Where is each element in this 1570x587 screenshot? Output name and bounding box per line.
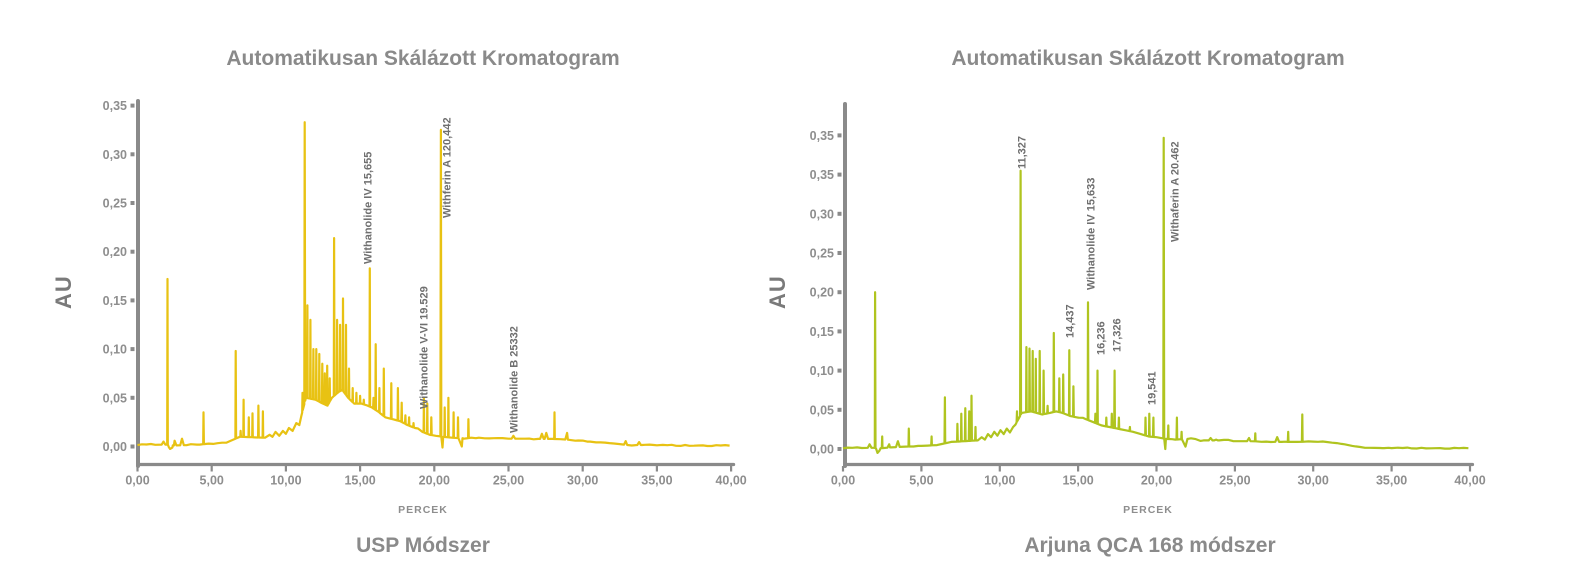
svg-text:Withanolide V-VI 19.529: Withanolide V-VI 19.529 <box>419 286 431 409</box>
svg-text:0,35: 0,35 <box>103 99 127 113</box>
svg-text:PERCEK: PERCEK <box>1123 504 1173 516</box>
svg-text:Withanolide IV 15,655: Withanolide IV 15,655 <box>363 152 375 264</box>
svg-text:15,00: 15,00 <box>1062 474 1093 488</box>
svg-text:0,35: 0,35 <box>810 168 834 182</box>
svg-text:0,15: 0,15 <box>810 325 834 339</box>
svg-text:30,00: 30,00 <box>567 474 598 488</box>
svg-text:0,25: 0,25 <box>810 247 834 261</box>
svg-text:0,20: 0,20 <box>103 245 127 259</box>
svg-text:0,05: 0,05 <box>103 391 127 405</box>
svg-text:16,236: 16,236 <box>1096 321 1108 355</box>
svg-text:USP Módszer: USP Módszer <box>356 534 490 557</box>
svg-text:35,00: 35,00 <box>641 474 672 488</box>
svg-text:0,25: 0,25 <box>103 197 127 211</box>
svg-text:Withanolide B 25332: Withanolide B 25332 <box>509 326 521 433</box>
svg-text:11,327: 11,327 <box>1017 136 1029 169</box>
svg-text:0,10: 0,10 <box>810 364 834 378</box>
svg-text:20,00: 20,00 <box>419 474 450 488</box>
svg-text:0,20: 0,20 <box>810 286 834 300</box>
svg-text:0,30: 0,30 <box>810 207 834 221</box>
svg-text:0,05: 0,05 <box>810 403 834 417</box>
svg-text:0,00: 0,00 <box>831 474 855 488</box>
svg-text:0,35: 0,35 <box>810 129 834 143</box>
svg-text:5,00: 5,00 <box>909 474 933 488</box>
svg-text:10,00: 10,00 <box>270 474 301 488</box>
svg-text:Withaferin A 20.462: Withaferin A 20.462 <box>1170 141 1182 242</box>
svg-text:Arjuna QCA 168 módszer: Arjuna QCA 168 módszer <box>1024 534 1275 557</box>
svg-text:0,15: 0,15 <box>103 294 127 308</box>
svg-text:25,00: 25,00 <box>1219 474 1250 488</box>
svg-text:20,00: 20,00 <box>1141 474 1172 488</box>
svg-text:17,326: 17,326 <box>1112 318 1124 352</box>
svg-text:15,00: 15,00 <box>344 474 375 488</box>
svg-text:AU: AU <box>51 275 76 309</box>
svg-text:Withanolide IV 15,633: Withanolide IV 15,633 <box>1086 178 1098 290</box>
svg-text:Automatikusan Skálázott Kromat: Automatikusan Skálázott Kromatogram <box>951 47 1344 70</box>
svg-text:0,10: 0,10 <box>103 343 127 357</box>
svg-text:19,541: 19,541 <box>1147 371 1159 405</box>
svg-text:30,00: 30,00 <box>1298 474 1329 488</box>
svg-text:25,00: 25,00 <box>493 474 524 488</box>
svg-text:0,00: 0,00 <box>103 440 127 454</box>
svg-text:10,00: 10,00 <box>984 474 1015 488</box>
svg-text:40,00: 40,00 <box>1454 474 1485 488</box>
svg-text:35,00: 35,00 <box>1376 474 1407 488</box>
svg-text:Automatikusan Skálázott Kromat: Automatikusan Skálázott Kromatogram <box>226 47 619 70</box>
svg-text:AU: AU <box>765 275 790 309</box>
svg-text:0,00: 0,00 <box>810 443 834 457</box>
svg-text:14,437: 14,437 <box>1065 304 1077 338</box>
svg-text:Withferin A 120,442: Withferin A 120,442 <box>442 117 454 218</box>
svg-text:40,00: 40,00 <box>715 474 746 488</box>
svg-text:5,00: 5,00 <box>200 474 224 488</box>
svg-text:0,00: 0,00 <box>125 474 149 488</box>
svg-text:0,30: 0,30 <box>103 148 127 162</box>
svg-text:PERCEK: PERCEK <box>398 504 448 516</box>
